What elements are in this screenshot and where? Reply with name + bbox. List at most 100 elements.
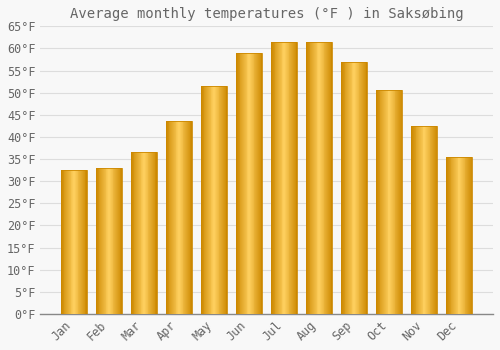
- Bar: [66, 170, 67, 314]
- Bar: [166, 121, 192, 314]
- Bar: [217, 86, 218, 314]
- Bar: [296, 42, 298, 314]
- Bar: [97, 168, 98, 314]
- Bar: [453, 157, 454, 314]
- Bar: [132, 152, 134, 314]
- Bar: [376, 90, 402, 314]
- Bar: [321, 42, 322, 314]
- Bar: [174, 121, 175, 314]
- Bar: [134, 152, 136, 314]
- Bar: [412, 126, 413, 314]
- Bar: [419, 126, 420, 314]
- Bar: [184, 121, 186, 314]
- Bar: [348, 62, 349, 314]
- Bar: [458, 157, 460, 314]
- Bar: [327, 42, 328, 314]
- Bar: [366, 62, 368, 314]
- Bar: [201, 86, 228, 314]
- Bar: [382, 90, 383, 314]
- Bar: [96, 168, 97, 314]
- Bar: [285, 42, 286, 314]
- Bar: [388, 90, 390, 314]
- Bar: [306, 42, 332, 314]
- Bar: [350, 62, 352, 314]
- Bar: [206, 86, 207, 314]
- Bar: [246, 53, 248, 314]
- Bar: [100, 168, 101, 314]
- Bar: [454, 157, 455, 314]
- Bar: [68, 170, 69, 314]
- Bar: [202, 86, 203, 314]
- Bar: [428, 126, 430, 314]
- Bar: [64, 170, 66, 314]
- Bar: [463, 157, 464, 314]
- Bar: [414, 126, 416, 314]
- Bar: [201, 86, 202, 314]
- Bar: [314, 42, 315, 314]
- Bar: [392, 90, 393, 314]
- Bar: [245, 53, 246, 314]
- Bar: [312, 42, 313, 314]
- Bar: [185, 121, 186, 314]
- Bar: [156, 152, 157, 314]
- Bar: [358, 62, 360, 314]
- Bar: [115, 168, 116, 314]
- Bar: [386, 90, 388, 314]
- Bar: [399, 90, 400, 314]
- Bar: [116, 168, 117, 314]
- Bar: [287, 42, 288, 314]
- Bar: [138, 152, 139, 314]
- Bar: [391, 90, 392, 314]
- Bar: [272, 42, 273, 314]
- Bar: [67, 170, 68, 314]
- Bar: [424, 126, 425, 314]
- Bar: [364, 62, 366, 314]
- Bar: [344, 62, 346, 314]
- Bar: [434, 126, 435, 314]
- Bar: [363, 62, 364, 314]
- Bar: [328, 42, 329, 314]
- Bar: [279, 42, 280, 314]
- Bar: [136, 152, 137, 314]
- Bar: [274, 42, 276, 314]
- Bar: [131, 152, 157, 314]
- Bar: [222, 86, 223, 314]
- Bar: [174, 121, 176, 314]
- Bar: [240, 53, 242, 314]
- Bar: [204, 86, 206, 314]
- Bar: [152, 152, 153, 314]
- Bar: [319, 42, 320, 314]
- Bar: [236, 53, 262, 314]
- Bar: [143, 152, 144, 314]
- Bar: [377, 90, 378, 314]
- Bar: [137, 152, 138, 314]
- Bar: [436, 126, 438, 314]
- Bar: [110, 168, 111, 314]
- Bar: [148, 152, 150, 314]
- Bar: [306, 42, 307, 314]
- Bar: [290, 42, 291, 314]
- Bar: [170, 121, 172, 314]
- Bar: [236, 53, 262, 314]
- Bar: [96, 168, 122, 314]
- Bar: [341, 62, 367, 314]
- Bar: [98, 168, 100, 314]
- Bar: [181, 121, 182, 314]
- Bar: [284, 42, 285, 314]
- Bar: [341, 62, 342, 314]
- Bar: [411, 126, 438, 314]
- Bar: [224, 86, 226, 314]
- Bar: [427, 126, 428, 314]
- Bar: [167, 121, 168, 314]
- Bar: [256, 53, 257, 314]
- Bar: [308, 42, 310, 314]
- Bar: [61, 170, 87, 314]
- Bar: [76, 170, 78, 314]
- Bar: [118, 168, 120, 314]
- Bar: [330, 42, 332, 314]
- Bar: [168, 121, 170, 314]
- Bar: [151, 152, 152, 314]
- Bar: [306, 42, 332, 314]
- Bar: [420, 126, 421, 314]
- Bar: [326, 42, 327, 314]
